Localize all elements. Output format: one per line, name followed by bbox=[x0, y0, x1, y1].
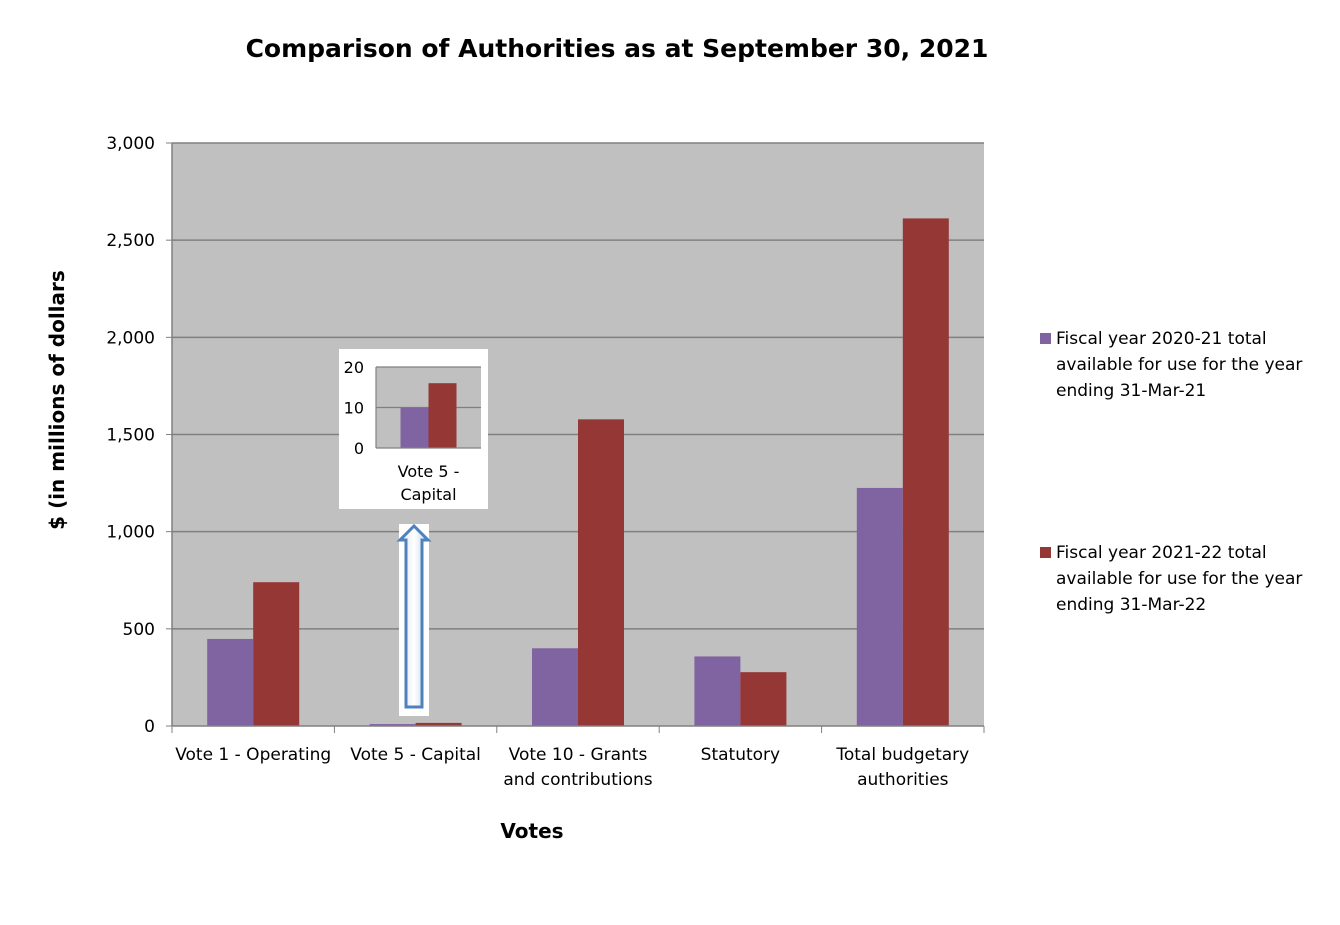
legend-label: available for use for the year bbox=[1056, 569, 1303, 589]
y-tick-label: 3,000 bbox=[106, 134, 155, 154]
legend-swatch bbox=[1040, 547, 1051, 558]
chart-title: Comparison of Authorities as at Septembe… bbox=[246, 34, 989, 63]
legend-label: ending 31-Mar-22 bbox=[1056, 595, 1207, 615]
plot-area: 0 500 1,000 1,500 2,000 2,500 3,000 Vote 1 - Op… bbox=[106, 134, 985, 790]
x-tick-label: Vote 10 - Grants bbox=[509, 745, 648, 765]
y-axis-label: $ (in millions of dollars bbox=[45, 270, 69, 530]
bar-1 bbox=[369, 724, 416, 726]
bar-2 bbox=[253, 582, 300, 726]
y-tick-label: 0 bbox=[144, 717, 155, 737]
x-axis-label: Votes bbox=[500, 819, 563, 843]
legend-label: Fiscal year 2020-21 total bbox=[1056, 329, 1267, 349]
bar-1 bbox=[694, 656, 741, 726]
bar-2 bbox=[740, 672, 787, 726]
y-tick-label: 2,500 bbox=[106, 231, 155, 251]
y-tick-label: 1,500 bbox=[106, 426, 155, 446]
bar-2 bbox=[578, 419, 624, 726]
y-tick-label: 500 bbox=[123, 620, 155, 640]
legend-label: available for use for the year bbox=[1056, 355, 1303, 375]
legend-label: ending 31-Mar-21 bbox=[1056, 381, 1207, 401]
legend-item: Fiscal year 2020-21 total available for u… bbox=[1040, 326, 1330, 404]
legend-label: Fiscal year 2021-22 total bbox=[1056, 543, 1267, 563]
y-tick-label: 1,000 bbox=[106, 523, 155, 543]
inset-bar-2 bbox=[428, 383, 457, 448]
x-tick-label: and contributions bbox=[503, 770, 652, 790]
x-tick-label: Vote 1 - Operating bbox=[175, 745, 331, 765]
inset-x-tick-label: Capital bbox=[400, 485, 456, 504]
up-arrow-icon bbox=[396, 523, 432, 709]
bar-1 bbox=[532, 648, 578, 726]
inset-y-tick-label: 10 bbox=[344, 399, 364, 418]
y-tick-label: 2,000 bbox=[106, 328, 155, 348]
bar-2 bbox=[415, 722, 462, 726]
bar-2 bbox=[902, 218, 949, 726]
inset-bar-1 bbox=[400, 407, 429, 448]
inset-y-tick-label: 0 bbox=[354, 439, 364, 458]
bar-1 bbox=[207, 638, 254, 726]
legend-swatch bbox=[1040, 333, 1051, 344]
legend-item: Fiscal year 2021-22 total available for u… bbox=[1040, 540, 1330, 618]
inset-chart: 0 10 20 Vote 5 - Capital bbox=[339, 349, 488, 716]
x-tick-label: Vote 5 - Capital bbox=[350, 745, 481, 765]
x-tick-label: authorities bbox=[857, 770, 949, 790]
inset-y-tick-label: 20 bbox=[344, 358, 364, 377]
x-tick-label: Statutory bbox=[701, 745, 780, 765]
x-tick-label: Total budgetary bbox=[835, 745, 969, 765]
inset-x-tick-label: Vote 5 - bbox=[398, 462, 460, 481]
bar-1 bbox=[856, 487, 903, 726]
